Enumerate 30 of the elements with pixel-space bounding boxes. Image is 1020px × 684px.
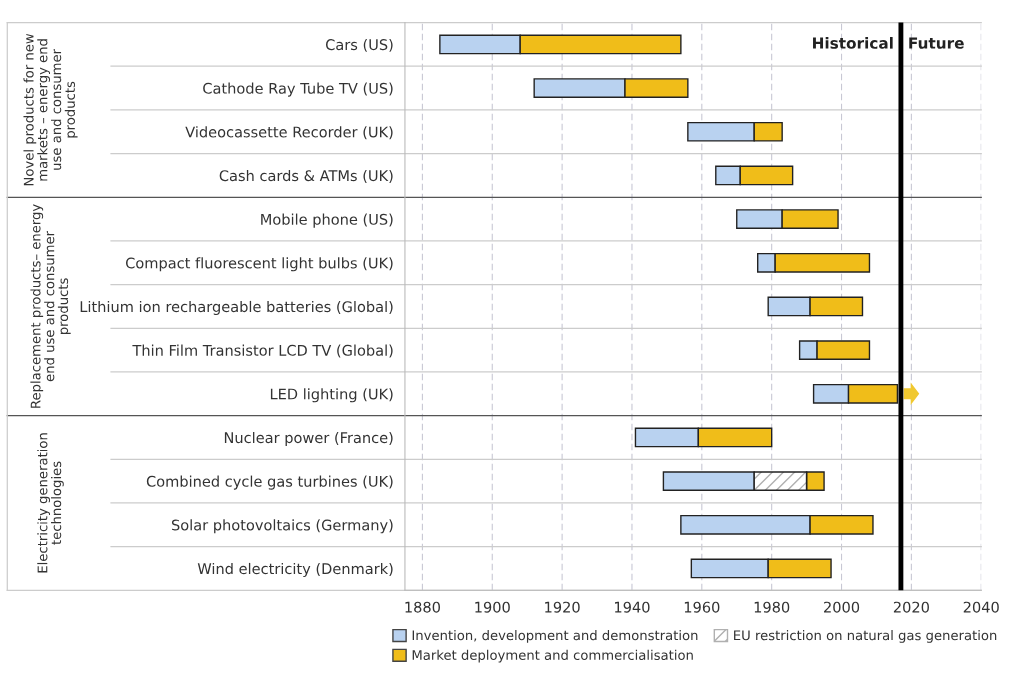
y-tick-label: Videocassette Recorder (UK) <box>185 126 393 140</box>
y-tick-label: Cars (US) <box>325 38 393 52</box>
y-tick-label: Solar photovoltaics (Germany) <box>171 519 393 534</box>
y-tick-label: Thin Film Transistor LCD TV (Global) <box>132 344 393 358</box>
x-tick-label: 1880 <box>405 601 440 613</box>
y-tick-label: Mobile phone (US) <box>261 213 393 228</box>
y-tick-label: Wind electricity (Denmark) <box>197 562 393 578</box>
legend-label: Invention, development and demonstration <box>412 630 698 643</box>
x-tick-label: 2040 <box>963 601 999 613</box>
y-tick-label: Compact fluorescent light bulbs (UK) <box>125 257 393 272</box>
text: Replacement products– energy end use and consumer products <box>30 204 71 408</box>
text: Novel products for new markets – energy end use and consumer products <box>23 33 78 186</box>
y-tick-label: Cash cards & ATMs (UK) <box>219 169 393 183</box>
y-tick-label: Combined cycle gas turbines (UK) <box>146 475 393 490</box>
y-tick-label: Lithium ion rechargeable batteries (Global) <box>80 300 393 316</box>
y-tick-label: LED lighting (UK) <box>270 388 393 403</box>
annotation: Historical <box>813 37 893 49</box>
legend-label: Market deployment and commercialisation <box>412 649 693 663</box>
x-tick-label: 2000 <box>824 601 860 613</box>
legend-label: EU restriction on natural gas generation <box>734 630 997 643</box>
x-tick-label: 2020 <box>893 601 929 613</box>
x-tick-label: 1920 <box>545 601 580 613</box>
y-tick-label: Cathode Ray Tube TV (US) <box>203 82 393 97</box>
y-tick-label: Nuclear power (France) <box>224 431 393 447</box>
x-tick-label: 1980 <box>754 601 790 613</box>
annotation: Future <box>909 37 964 49</box>
x-tick-label: 1960 <box>684 601 720 613</box>
x-tick-label: 1940 <box>615 601 650 613</box>
x-tick-label: 1900 <box>475 601 510 613</box>
text: Electricity generation technologies <box>37 433 64 573</box>
